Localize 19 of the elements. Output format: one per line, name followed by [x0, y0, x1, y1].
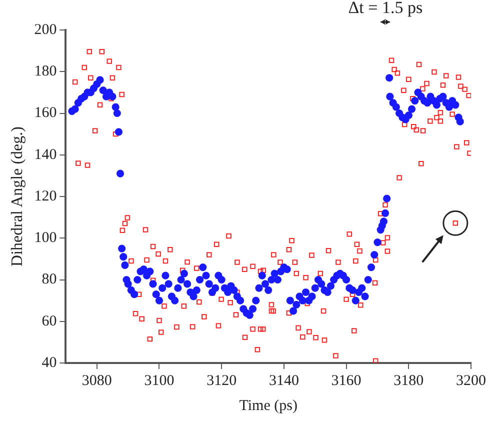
y-tick-label: 160: [34, 105, 57, 122]
x-tick-label: 3140: [268, 372, 299, 389]
y-tick-label: 140: [34, 146, 57, 163]
y-tick-label: 180: [34, 64, 57, 80]
y-tick-label: 80: [42, 272, 57, 288]
x-tick-label: 3100: [144, 372, 174, 389]
y-tick-label: 40: [42, 354, 57, 371]
y-axis-title: Dihedral Angle (deg.): [8, 126, 26, 266]
x-tick-label: 3200: [456, 372, 486, 389]
text: Δt = 1.5 ps: [348, 0, 423, 18]
x-tick-label: 3080: [82, 372, 112, 389]
y-tick-label: 200: [34, 22, 57, 38]
x-axis-title: Time (ps): [239, 398, 298, 414]
x-tick-label: 3160: [331, 372, 362, 389]
y-tick-label: 120: [34, 188, 57, 204]
y-tick-label: 60: [42, 313, 57, 330]
x-tick-label: 3180: [394, 372, 424, 389]
y-tick-label: 100: [34, 230, 57, 246]
x-tick-label: 3120: [206, 372, 237, 389]
